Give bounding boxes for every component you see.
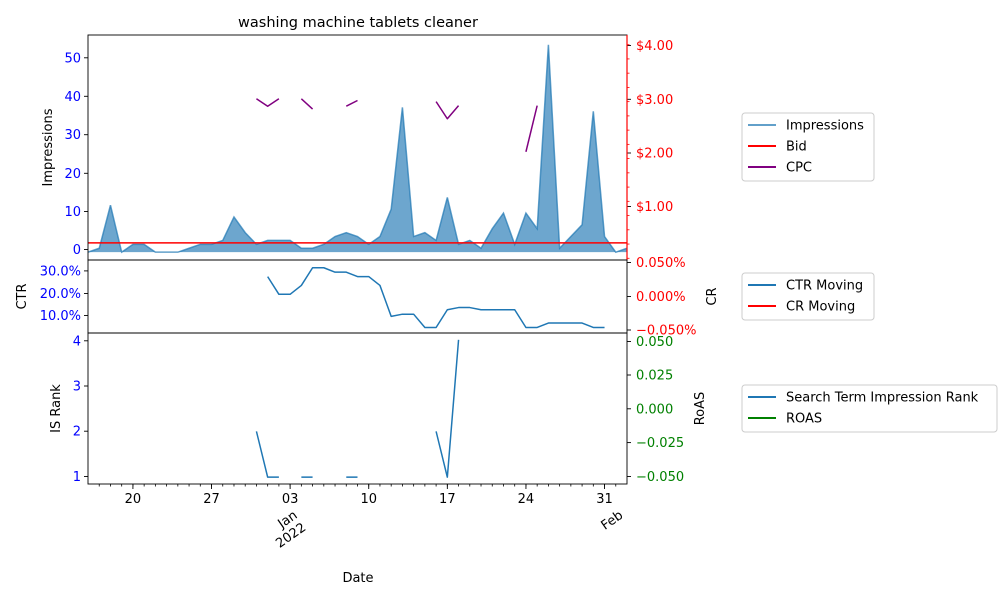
y-axis-label: CTR (15, 283, 30, 309)
legend-entry: ROAS (786, 412, 822, 427)
x-axis-label: Date (342, 571, 373, 586)
y2-tick-label: $1.00 (636, 200, 673, 215)
y-tick-label: 4 (73, 334, 81, 349)
y2-tick-label: 0.000 (636, 402, 673, 417)
legend-entry: CR Moving (786, 300, 855, 315)
legend-middle: CTR Moving CR Moving (741, 272, 875, 321)
y2-tick-label: $4.00 (636, 39, 673, 54)
y2-tick-label: −0.025 (636, 436, 684, 451)
y-tick-label: 10.0% (40, 309, 81, 324)
y-tick-label: 50 (64, 51, 81, 66)
y-axis-label: IS Rank (49, 384, 64, 433)
series-cpc-segment (300, 98, 314, 110)
x-tick-label: 31 (596, 492, 613, 507)
y-tick-label: 10 (64, 205, 81, 220)
y2-tick-label: 0.025 (636, 369, 673, 384)
panel-middle: 10.0% 20.0% 30.0% −0.050% 0.000% 0.050% CTR CR (15, 256, 720, 339)
y-axis-label: Impressions (41, 108, 56, 186)
y-tick-label: 0 (73, 243, 81, 258)
panel-frame-bottom (87, 332, 628, 485)
y2-tick-label: 0.000% (636, 290, 686, 305)
y2-tick-label: $3.00 (636, 93, 673, 108)
chart-title: washing machine tablets cleaner (238, 15, 478, 31)
panel-bottom: 1 2 3 4 −0.050 −0.025 0.000 0.025 0.050 IS Rank Ro… (49, 332, 708, 485)
legend-entry: Search Term Impression Rank (786, 391, 979, 406)
series-cpc-segment (435, 101, 460, 120)
panel-frame-middle (87, 259, 628, 334)
x-tick-label: 27 (203, 492, 220, 507)
x-tick-label: 03 (282, 492, 299, 507)
y2-tick-label: −0.050 (636, 470, 684, 485)
y2-tick-label: 0.050% (636, 256, 686, 271)
legend-entry: CPC (786, 161, 812, 176)
series-cpc-segment (256, 98, 280, 107)
plot-area-bottom (255, 339, 460, 478)
legend-box (741, 112, 875, 182)
x-tick-label-major: Jan2022 (265, 508, 309, 552)
y-tick-label: 20 (64, 167, 81, 182)
series-search-term-impression-rank-segment (435, 339, 460, 478)
x-tick-label: 24 (518, 492, 535, 507)
y2-axis-label: CR (705, 287, 720, 305)
y2-tick-label: $2.00 (636, 147, 673, 162)
y-tick-label: 30.0% (40, 264, 81, 279)
panel-top: 0 10 20 30 40 50 $1.00 $2.00 $3.00 $4.00 Impressio… (41, 34, 673, 261)
series-ctr-moving-segment (267, 266, 605, 329)
y-tick-label: 2 (73, 425, 81, 440)
plot-area-middle (267, 266, 605, 329)
x-tick-label: 10 (360, 492, 377, 507)
series-impressions-line (88, 44, 627, 254)
x-tick-label: 17 (439, 492, 456, 507)
y-tick-label: 30 (64, 128, 81, 143)
y2-axis-label: RoAS (693, 392, 708, 426)
series-search-term-impression-rank-segment (255, 431, 279, 478)
y-tick-label: 1 (73, 470, 81, 485)
y2-tick-label: −0.050% (636, 324, 696, 339)
y-tick-label: 3 (73, 380, 81, 395)
legend-bottom: Search Term Impression Rank ROAS (741, 384, 998, 433)
y-tick-label: 40 (64, 90, 81, 105)
x-tick-label: 20 (125, 492, 142, 507)
series-cpc-segment (525, 105, 538, 152)
y-tick-label: 20.0% (40, 287, 81, 302)
plot-area-top (88, 44, 627, 254)
legend-box (741, 384, 998, 433)
legend-entry: Bid (786, 140, 807, 155)
x-tick-label-major: Feb (599, 508, 626, 533)
legend-entry: CTR Moving (786, 279, 863, 294)
legend-top: Impressions Bid CPC (741, 112, 875, 182)
y2-tick-label: 0.050 (636, 335, 673, 350)
series-cpc-segment (345, 99, 358, 107)
legend-entry: Impressions (786, 119, 864, 134)
